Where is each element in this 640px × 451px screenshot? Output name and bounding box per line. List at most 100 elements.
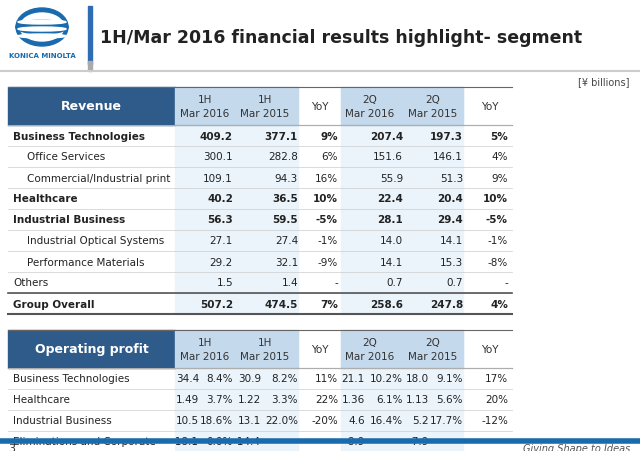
Text: Business Technologies: Business Technologies <box>13 374 130 384</box>
Text: 9%: 9% <box>321 131 338 141</box>
Text: 20%: 20% <box>485 395 508 405</box>
Text: 4%: 4% <box>492 152 508 162</box>
Text: 17.7%: 17.7% <box>430 415 463 426</box>
Bar <box>88 7 92 65</box>
Text: 10%: 10% <box>313 194 338 204</box>
Text: 16%: 16% <box>315 173 338 183</box>
Text: Mar 2016: Mar 2016 <box>346 351 395 361</box>
Text: Revenue: Revenue <box>61 100 122 113</box>
Text: 0.0%: 0.0% <box>207 437 233 446</box>
Ellipse shape <box>16 21 68 35</box>
Text: -20%: -20% <box>311 415 338 426</box>
Text: 32.1: 32.1 <box>275 257 298 267</box>
Text: 1.49: 1.49 <box>176 395 199 405</box>
Text: -7.9: -7.9 <box>408 437 429 446</box>
Text: 36.5: 36.5 <box>272 194 298 204</box>
Text: -8%: -8% <box>488 257 508 267</box>
Text: 18.0: 18.0 <box>406 374 429 384</box>
Text: 14.1: 14.1 <box>440 236 463 246</box>
Text: Others: Others <box>13 278 48 288</box>
Text: 377.1: 377.1 <box>265 131 298 141</box>
Text: 40.2: 40.2 <box>207 194 233 204</box>
Text: 16.4%: 16.4% <box>370 415 403 426</box>
Text: -: - <box>504 278 508 288</box>
Text: 2Q: 2Q <box>426 95 440 105</box>
Text: Mar 2016: Mar 2016 <box>346 109 395 119</box>
Text: Commercial/Industrial print: Commercial/Industrial print <box>27 173 170 183</box>
Text: 17%: 17% <box>485 374 508 384</box>
Text: 18.6%: 18.6% <box>200 415 233 426</box>
Text: 27.4: 27.4 <box>275 236 298 246</box>
Text: 146.1: 146.1 <box>433 152 463 162</box>
Text: [¥ billions]: [¥ billions] <box>579 77 630 87</box>
Text: 1.4: 1.4 <box>282 278 298 288</box>
Text: 59.5: 59.5 <box>273 215 298 225</box>
Text: 2Q: 2Q <box>426 337 440 347</box>
Text: 8.4%: 8.4% <box>207 374 233 384</box>
Text: -5%: -5% <box>316 215 338 225</box>
Text: 151.6: 151.6 <box>373 152 403 162</box>
Text: 29.2: 29.2 <box>210 257 233 267</box>
Text: -: - <box>504 437 508 446</box>
Text: Performance Materials: Performance Materials <box>27 257 145 267</box>
Text: 1H: 1H <box>258 337 272 347</box>
Text: Giving Shape to Ideas: Giving Shape to Ideas <box>523 443 630 451</box>
Text: KONICA MINOLTA: KONICA MINOLTA <box>8 53 76 59</box>
Text: 5.2: 5.2 <box>412 415 429 426</box>
Bar <box>341 330 463 368</box>
Text: 507.2: 507.2 <box>200 299 233 309</box>
Text: 22%: 22% <box>315 395 338 405</box>
Text: 29.4: 29.4 <box>437 215 463 225</box>
Text: Healthcare: Healthcare <box>13 194 77 204</box>
Text: -9%: -9% <box>317 257 338 267</box>
Ellipse shape <box>18 35 66 39</box>
Text: 51.3: 51.3 <box>440 173 463 183</box>
Text: 4.6: 4.6 <box>348 415 365 426</box>
Text: 15.3: 15.3 <box>440 257 463 267</box>
Text: -: - <box>334 278 338 288</box>
Bar <box>175 88 298 126</box>
Text: 14.1: 14.1 <box>380 257 403 267</box>
Text: 6.1%: 6.1% <box>376 395 403 405</box>
Text: YoY: YoY <box>481 102 499 112</box>
Text: 1.36: 1.36 <box>342 395 365 405</box>
Text: -14.4: -14.4 <box>234 437 261 446</box>
Text: 247.8: 247.8 <box>429 299 463 309</box>
Text: Eliminations and Corporate: Eliminations and Corporate <box>13 437 156 446</box>
Ellipse shape <box>20 14 64 42</box>
Bar <box>341 330 463 451</box>
Text: Group Overall: Group Overall <box>13 299 95 309</box>
Text: 10%: 10% <box>483 194 508 204</box>
Text: 20.4: 20.4 <box>437 194 463 204</box>
Text: 282.8: 282.8 <box>268 152 298 162</box>
Text: Business Technologies: Business Technologies <box>13 131 145 141</box>
Text: -1%: -1% <box>488 236 508 246</box>
Bar <box>175 88 298 314</box>
Text: 3: 3 <box>8 443 15 451</box>
Text: -1%: -1% <box>317 236 338 246</box>
Text: 10.2%: 10.2% <box>370 374 403 384</box>
Text: 3.3%: 3.3% <box>271 395 298 405</box>
Text: 21.1: 21.1 <box>342 374 365 384</box>
Bar <box>175 330 298 368</box>
Text: 0.7: 0.7 <box>447 278 463 288</box>
Text: YoY: YoY <box>311 344 329 354</box>
Text: 2Q: 2Q <box>363 95 378 105</box>
Bar <box>341 88 463 126</box>
Text: 109.1: 109.1 <box>204 173 233 183</box>
Text: -18.1: -18.1 <box>172 437 199 446</box>
Bar <box>341 88 463 314</box>
Text: YoY: YoY <box>311 102 329 112</box>
Text: Office Services: Office Services <box>27 152 105 162</box>
Text: 207.4: 207.4 <box>370 131 403 141</box>
Text: 94.3: 94.3 <box>275 173 298 183</box>
Text: 258.6: 258.6 <box>370 299 403 309</box>
Bar <box>175 330 298 451</box>
Text: 27.1: 27.1 <box>210 236 233 246</box>
Text: 7%: 7% <box>320 299 338 309</box>
Text: 22.0%: 22.0% <box>265 415 298 426</box>
Text: 2Q: 2Q <box>363 337 378 347</box>
Text: 28.1: 28.1 <box>377 215 403 225</box>
Text: 30.9: 30.9 <box>238 374 261 384</box>
Bar <box>88 62 92 72</box>
